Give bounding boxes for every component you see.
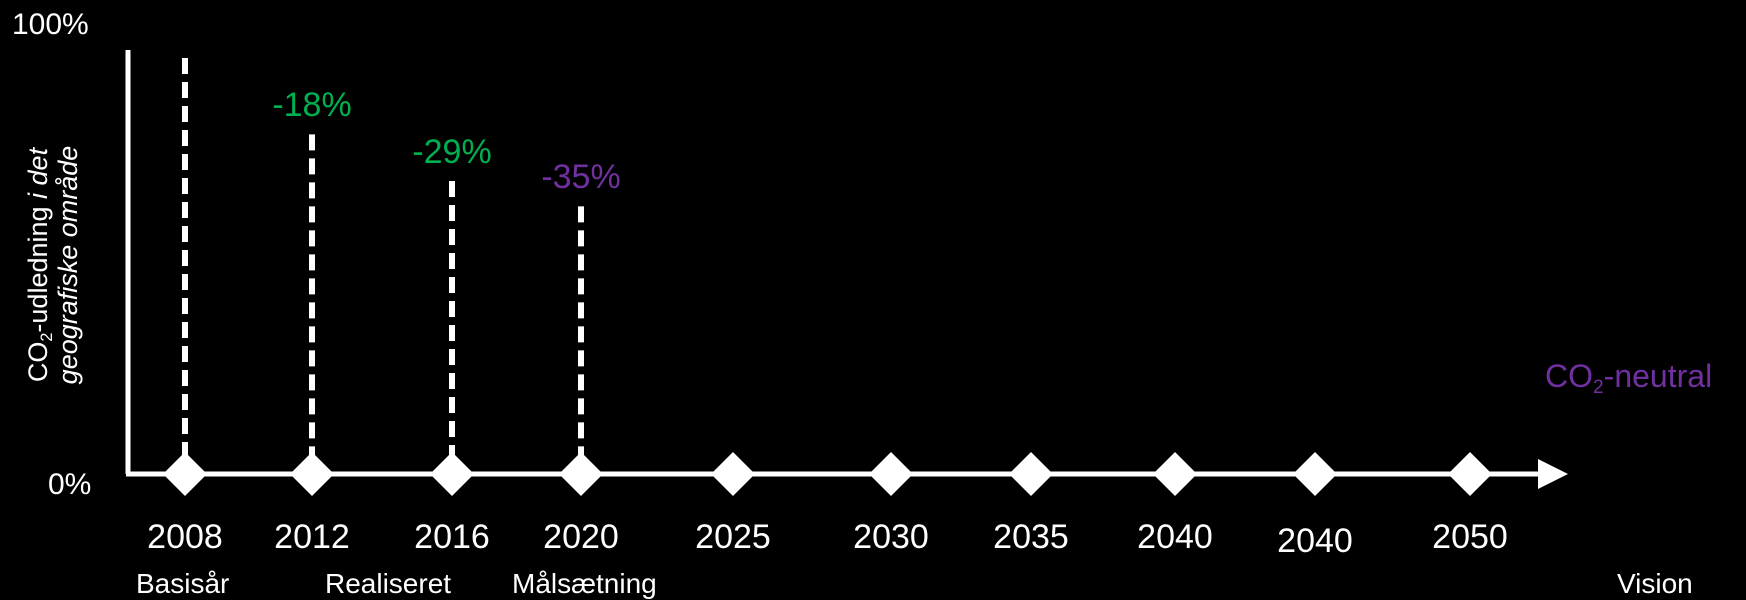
year-marker-diamond xyxy=(1293,452,1337,496)
year-marker-diamond xyxy=(1153,452,1197,496)
phase-label-realiseret: Realiseret xyxy=(325,568,452,599)
x-tick-label: 2012 xyxy=(274,518,350,556)
year-marker-diamond xyxy=(869,452,913,496)
y-axis-label: CO2-udledning i det geografiske område xyxy=(23,145,83,385)
year-marker-diamond xyxy=(1009,452,1053,496)
x-tick-label: 2035 xyxy=(993,518,1069,556)
year-marker-diamond xyxy=(1448,452,1492,496)
reduction-data-label: -18% xyxy=(272,86,352,125)
x-tick-label: 2020 xyxy=(543,518,619,556)
x-tick-label: 2025 xyxy=(695,518,771,556)
phase-label-vision: Vision xyxy=(1617,568,1693,599)
x-tick-label: 2040 xyxy=(1277,522,1353,560)
x-axis-arrowhead xyxy=(1538,459,1568,489)
x-tick-label: 2040 xyxy=(1137,518,1213,556)
year-marker-diamond xyxy=(430,452,474,496)
co2-neutral-label: CO2-neutral xyxy=(1545,358,1713,398)
year-marker-diamond xyxy=(711,452,755,496)
year-marker-diamond xyxy=(163,452,207,496)
x-tick-label: 2050 xyxy=(1432,518,1508,556)
year-marker-diamond xyxy=(559,452,603,496)
reduction-data-label: -29% xyxy=(412,132,492,171)
year-marker-diamond xyxy=(290,452,334,496)
x-tick-label: 2030 xyxy=(853,518,929,556)
y-tick-0: 0% xyxy=(48,468,92,501)
phase-label-maalsaetning: Målsætning xyxy=(512,568,657,599)
x-tick-label: 2008 xyxy=(147,518,223,556)
reduction-data-label: -35% xyxy=(541,158,621,197)
phase-label-basisaar: Basisår xyxy=(136,568,230,599)
x-tick-label: 2016 xyxy=(414,518,490,556)
y-tick-100: 100% xyxy=(12,8,89,41)
